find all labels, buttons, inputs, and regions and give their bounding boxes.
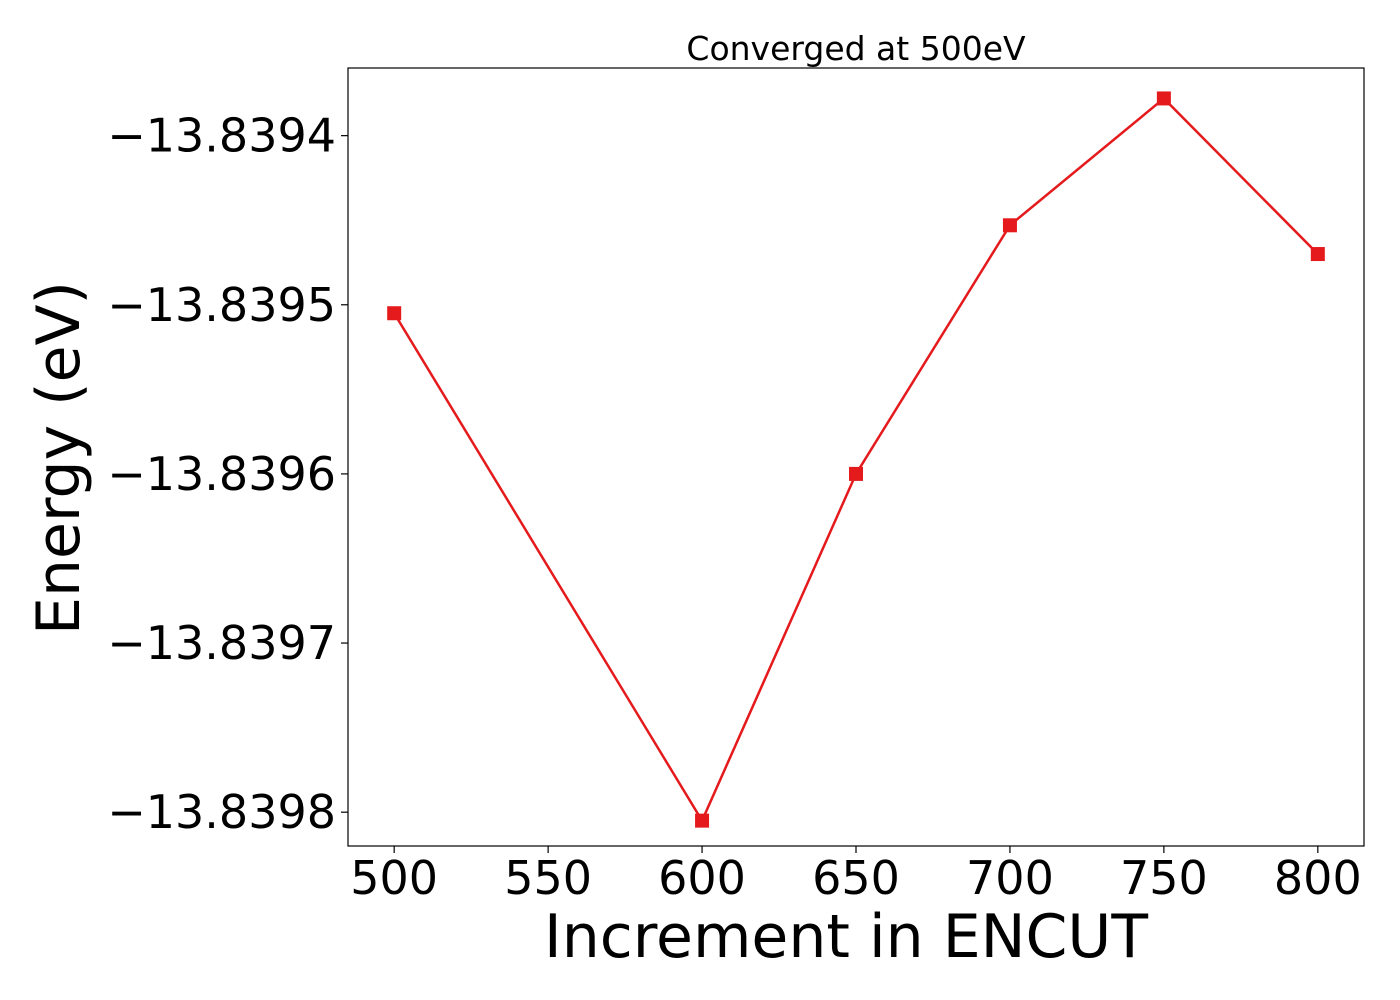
data-point: [1310, 247, 1325, 262]
data-point: [849, 466, 863, 481]
x-tick-label: 700: [966, 851, 1054, 905]
y-tick-label: −13.8395: [107, 278, 336, 332]
y-axis: −13.8394 −13.8395 −13.8396 −13.8397 −13.8398: [107, 109, 348, 839]
y-axis-label: Energy (eV): [24, 281, 94, 635]
y-tick-label: −13.8396: [107, 447, 336, 501]
data-point: [1156, 91, 1171, 106]
data-series: [387, 91, 1325, 828]
series-line: [393, 96, 1319, 824]
data-point: [1002, 218, 1017, 233]
x-tick-label: 750: [1120, 851, 1208, 905]
y-tick-label: −13.8398: [107, 785, 336, 839]
x-tick-label: 650: [812, 851, 900, 905]
x-tick-label: 500: [350, 851, 438, 905]
x-axis: 500 550 600 650 700 750 800: [350, 846, 1362, 905]
data-point: [695, 813, 710, 828]
y-tick-label: −13.8397: [107, 616, 336, 670]
data-point: [387, 306, 402, 321]
x-tick-label: 600: [658, 851, 746, 905]
x-tick-label: 800: [1274, 851, 1362, 905]
y-tick-label: −13.8394: [107, 109, 336, 163]
x-axis-label: Increment in ENCUT: [544, 902, 1148, 972]
x-tick-label: 550: [504, 851, 592, 905]
chart-title: Converged at 500eV: [686, 29, 1026, 68]
